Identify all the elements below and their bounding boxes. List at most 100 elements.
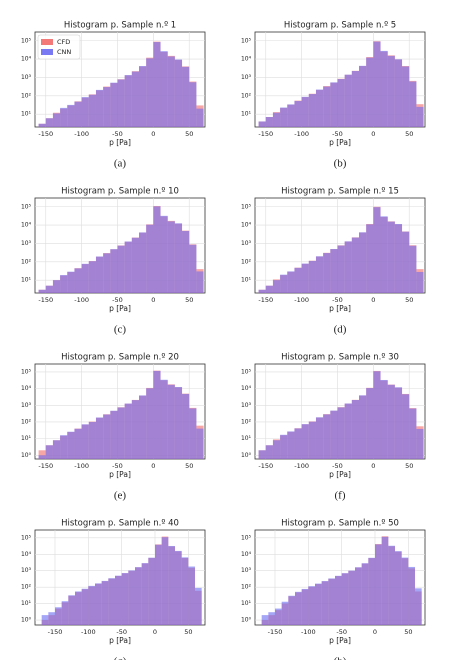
histogram-bar	[67, 431, 75, 459]
x-tick-label: -100	[294, 296, 309, 304]
x-tick-label: 0	[371, 296, 375, 304]
x-tick-label: 50	[405, 130, 413, 138]
y-tick-label: 10³	[241, 402, 252, 409]
histogram-bar	[81, 588, 89, 625]
histogram-bar	[95, 583, 102, 625]
histogram-bar	[368, 557, 375, 625]
histogram-bar	[272, 280, 281, 293]
histogram-bar	[265, 445, 273, 459]
histogram-bar	[168, 545, 175, 625]
y-tick-label: 10³	[241, 567, 252, 574]
histogram-bar	[315, 417, 324, 459]
histogram-bar	[88, 261, 96, 293]
x-axis-label: p [Pa]	[109, 138, 131, 147]
y-tick-label: 10⁰	[21, 452, 32, 459]
histogram-bar	[387, 55, 395, 127]
x-tick-label: -150	[38, 462, 53, 470]
histogram-bar	[103, 87, 111, 127]
y-tick-label: 10⁰	[241, 452, 252, 459]
histogram-bar	[288, 595, 295, 625]
y-tick-label: 10⁴	[21, 56, 32, 63]
y-tick-label: 10⁵	[21, 37, 32, 44]
y-tick-label: 10⁴	[241, 551, 252, 558]
histogram-bar	[55, 607, 62, 625]
histogram-bar	[321, 581, 329, 625]
histogram-bar	[366, 57, 374, 127]
histogram-bar	[301, 96, 309, 127]
y-tick-label: 10³	[21, 567, 32, 574]
histogram-bar	[380, 216, 388, 293]
histogram-bar	[128, 570, 135, 625]
y-tick-label: 10²	[21, 92, 32, 99]
histogram-bar	[117, 79, 125, 127]
histogram-bar	[174, 59, 183, 127]
histogram-bar	[153, 206, 161, 293]
x-tick-label: -150	[48, 628, 63, 636]
y-tick-label: 10⁰	[21, 617, 32, 624]
histogram-bar	[272, 112, 281, 127]
histogram-bar	[272, 440, 281, 459]
histogram-bar	[415, 588, 422, 625]
y-tick-label: 10³	[21, 240, 32, 247]
x-tick-label: -50	[112, 296, 123, 304]
histogram-bar	[281, 601, 289, 625]
histogram-bar	[301, 424, 309, 459]
histogram-bar	[337, 79, 345, 127]
histogram-bar	[308, 94, 316, 127]
x-tick-label: 0	[371, 130, 375, 138]
histogram-bar	[344, 241, 352, 293]
histogram-bar	[387, 221, 395, 293]
histogram-bar	[265, 117, 273, 127]
y-tick-label: 10³	[21, 74, 32, 81]
histogram-bar	[124, 403, 132, 459]
histogram-bar	[301, 588, 309, 625]
histogram-bar	[351, 237, 360, 293]
histogram-bar	[131, 237, 140, 293]
y-tick-label: 10¹	[241, 600, 252, 607]
y-tick-label: 10²	[21, 258, 32, 265]
histogram-bar	[182, 230, 190, 293]
histogram-bar	[101, 580, 109, 625]
y-tick-label: 10¹	[21, 277, 32, 284]
caption: (g)	[114, 656, 127, 660]
y-tick-label: 10¹	[241, 111, 252, 118]
histogram-bar	[167, 56, 175, 127]
y-tick-label: 10²	[241, 418, 252, 425]
histogram-bar	[189, 244, 197, 293]
histogram-bar	[301, 263, 309, 293]
histogram-bar	[323, 253, 331, 293]
y-tick-label: 10⁵	[241, 534, 252, 541]
x-tick-label: 50	[185, 296, 193, 304]
histogram-bar	[161, 537, 169, 625]
histogram-bar	[38, 289, 46, 293]
histogram-bar	[103, 414, 111, 459]
histogram-bar	[182, 393, 190, 459]
histogram-bar	[189, 408, 197, 459]
x-tick-label: -50	[336, 628, 347, 636]
histogram-bar	[359, 65, 367, 127]
x-tick-label: -100	[74, 130, 89, 138]
histogram-bar	[153, 370, 161, 459]
x-tick-label: 0	[371, 462, 375, 470]
histogram-bar	[308, 421, 316, 459]
histogram-bar	[366, 224, 374, 293]
y-tick-label: 10¹	[241, 277, 252, 284]
histogram-bar	[38, 123, 46, 127]
histogram-bar	[139, 66, 147, 127]
legend-swatch	[41, 39, 53, 45]
x-tick-label: 50	[404, 628, 412, 636]
histogram-bar	[366, 388, 374, 459]
histogram-bar	[146, 58, 154, 127]
histogram-bar	[52, 280, 61, 293]
histogram-bar	[174, 387, 183, 459]
y-tick-label: 10²	[21, 584, 32, 591]
histogram-bar	[308, 260, 316, 293]
x-tick-label: 0	[373, 628, 377, 636]
histogram-bar	[121, 573, 129, 625]
legend-swatch	[41, 49, 53, 55]
x-tick-label: -50	[332, 296, 343, 304]
y-tick-label: 10²	[241, 258, 252, 265]
histogram-bar	[268, 612, 275, 625]
histogram-bar	[323, 86, 331, 127]
histogram-bar	[124, 241, 132, 293]
